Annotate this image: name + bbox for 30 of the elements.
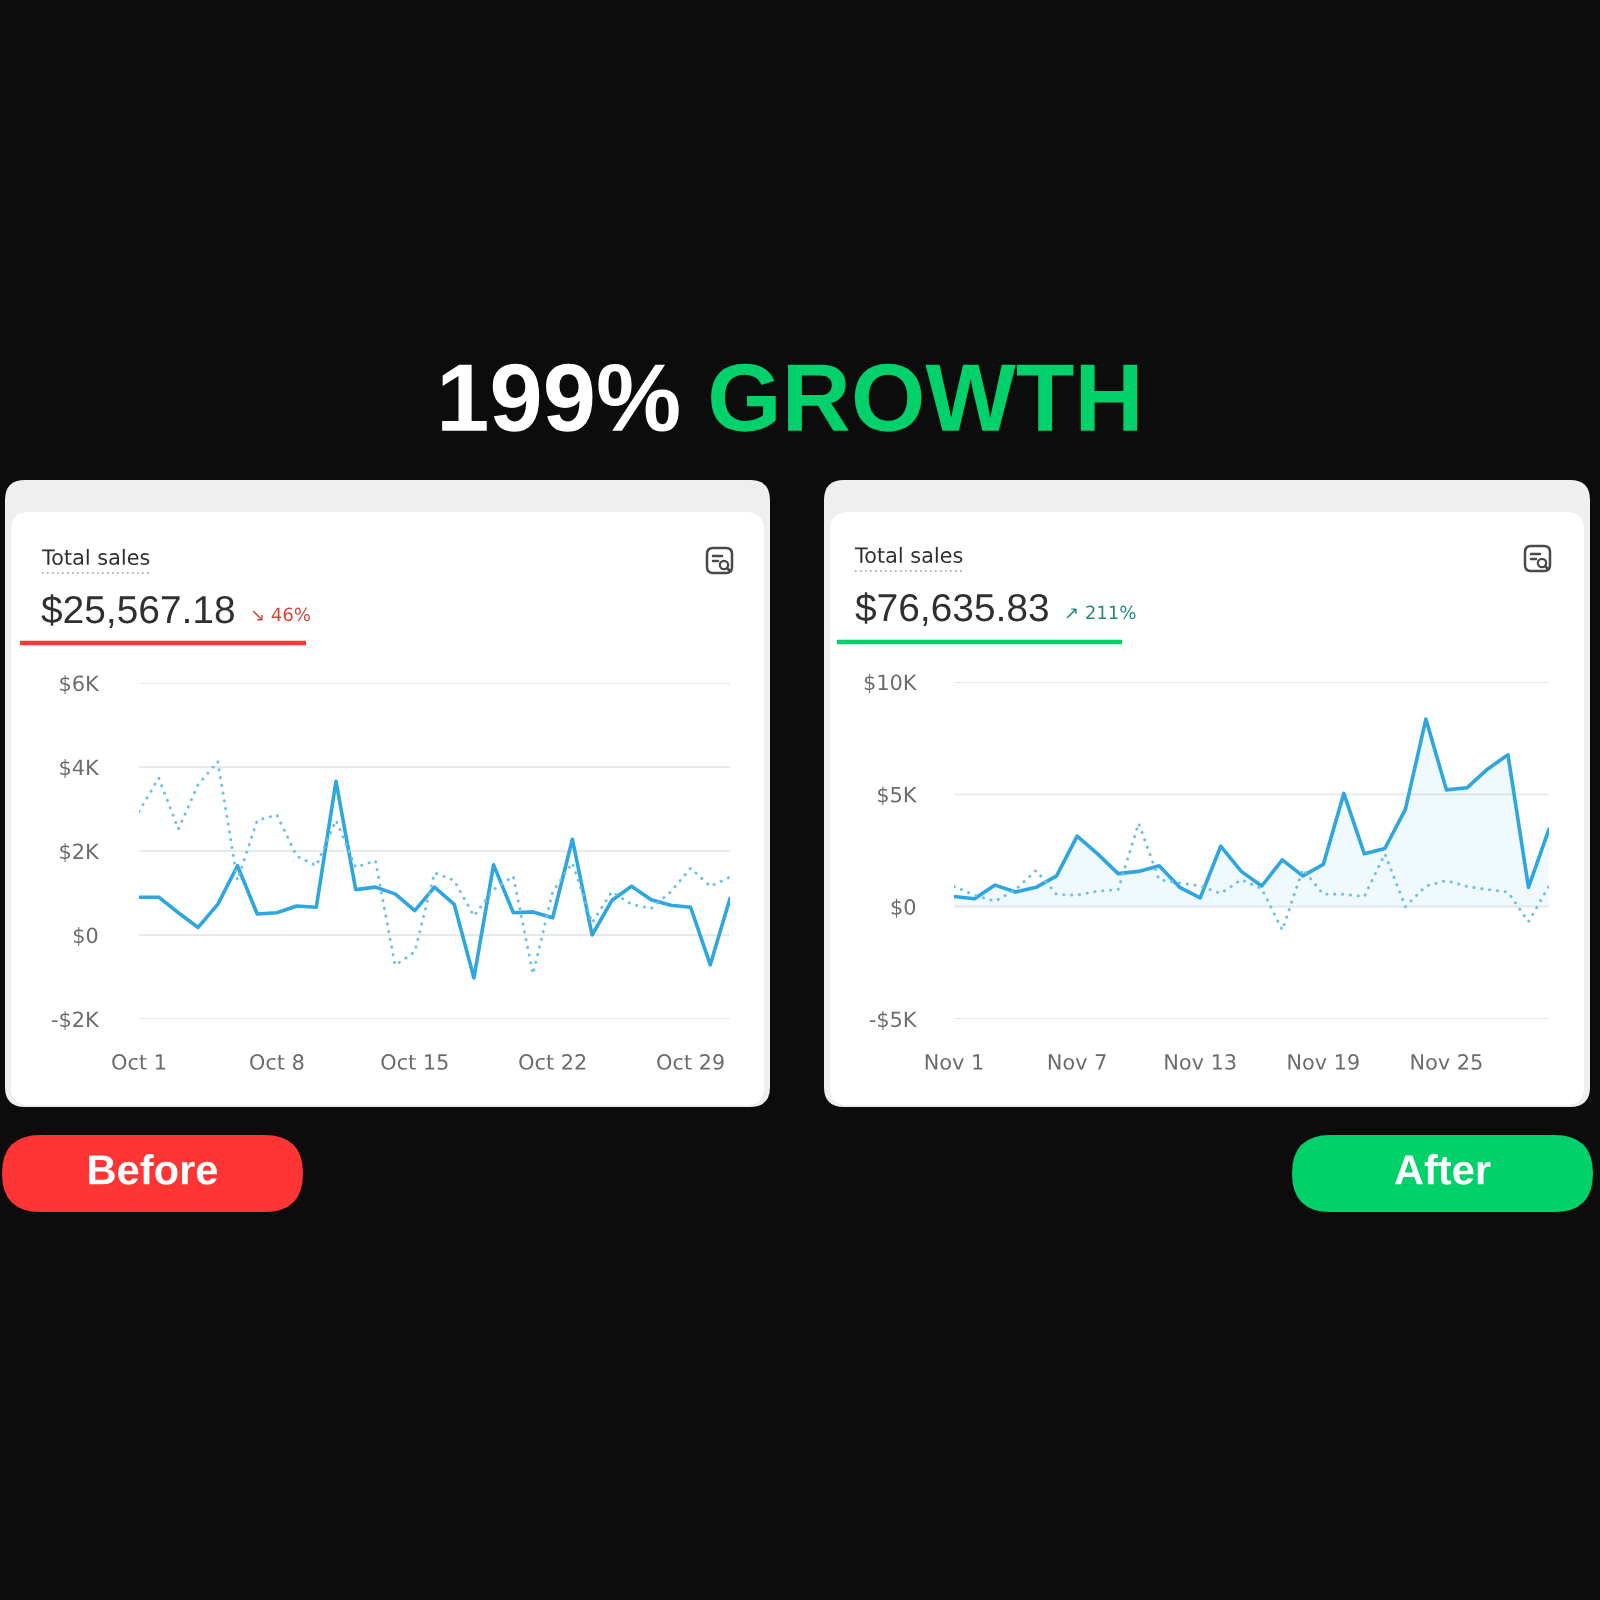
x-tick-label: Nov 13 (1165, 1054, 1236, 1070)
chart-title: Total sales (854, 546, 963, 564)
y-tick-label: $0 (891, 898, 916, 918)
chart-subtitle: $76,635.83 (855, 592, 1048, 627)
y-tick-label: $4K (60, 759, 100, 778)
x-tick-label: Oct 1 (112, 1054, 166, 1070)
x-tick-label: Nov 25 (1411, 1054, 1482, 1070)
chart-subtitle: $25,567.18 (41, 594, 234, 629)
y-tick-label: -$2K (52, 1011, 100, 1030)
x-tick-label: Oct 8 (250, 1054, 304, 1070)
text: GROWTH (711, 363, 1138, 432)
y-tick-label: $2K (60, 843, 100, 862)
x-tick-label: Oct 29 (657, 1054, 724, 1070)
x-tick-label: Nov 1 (925, 1054, 983, 1070)
x-tick-label: Nov 7 (1048, 1054, 1106, 1070)
y-tick-label: $6K (60, 675, 100, 694)
x-tick-label: Nov 19 (1288, 1054, 1359, 1070)
text: After (1394, 1154, 1491, 1185)
text: 199% (442, 363, 679, 432)
y-tick-label: $10K (864, 674, 917, 693)
text: ↘ 46% (252, 607, 310, 622)
x-tick-label: Oct 15 (381, 1054, 448, 1070)
text: Before (89, 1154, 218, 1185)
x-tick-label: Oct 22 (519, 1054, 586, 1070)
chart-title: Total sales (41, 548, 150, 566)
text: ↗ 211% (1066, 605, 1136, 620)
y-tick-label: $5K (878, 786, 917, 806)
y-tick-label: $0 (73, 927, 98, 946)
y-tick-label: -$5K (869, 1011, 917, 1030)
line-series (954, 821, 1549, 932)
